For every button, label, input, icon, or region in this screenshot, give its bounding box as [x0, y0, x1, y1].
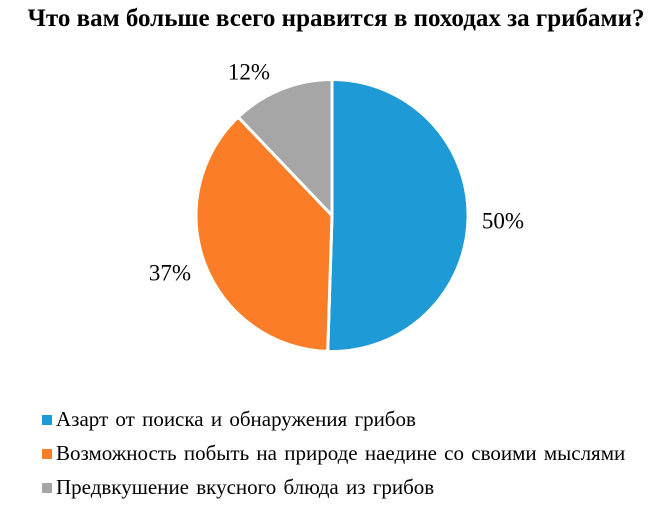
legend-label: Возможность побыть на природе наедине со… [56, 441, 626, 465]
chart-title: Что вам больше всего нравится в походах … [27, 5, 645, 32]
data-label-orange-slice: 37% [148, 260, 192, 286]
legend-label: Азарт от поиска и обнаружения грибов [56, 407, 416, 431]
data-label-gray-slice: 12% [227, 59, 271, 85]
legend-swatch-orange [42, 448, 52, 459]
pie-slice-2 [236, 77, 334, 220]
legend-swatch-blue [42, 414, 52, 425]
legend-item: Азарт от поиска и обнаружения грибов [42, 408, 625, 431]
data-label-blue-slice: 50% [481, 208, 525, 234]
legend-item: Возможность побыть на природе наедине со… [42, 442, 625, 465]
legend: Азарт от поиска и обнаружения грибов Воз… [42, 408, 625, 499]
legend-swatch-gray [42, 482, 52, 493]
pie-slice-1 [194, 114, 334, 353]
legend-item: Предвкушение вкусного блюда из грибов [42, 476, 625, 499]
pie-slice-0 [326, 77, 470, 353]
legend-label: Предвкушение вкусного блюда из грибов [56, 475, 435, 499]
